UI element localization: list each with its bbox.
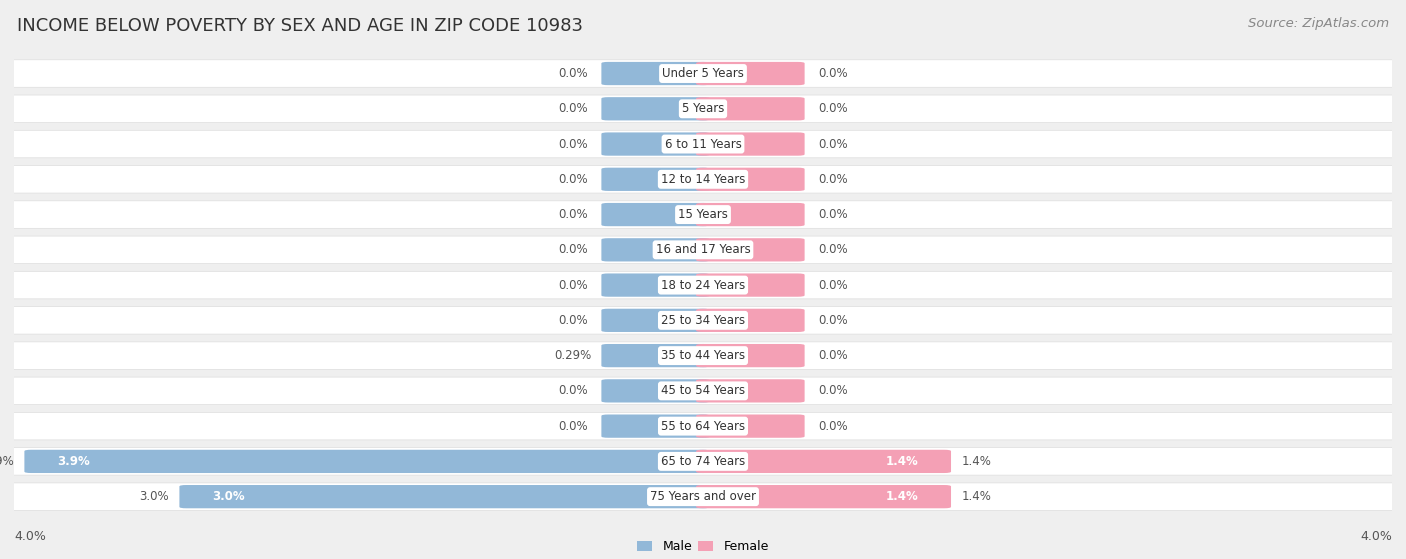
FancyBboxPatch shape xyxy=(8,377,1398,405)
FancyBboxPatch shape xyxy=(8,165,1398,193)
FancyBboxPatch shape xyxy=(696,62,804,85)
FancyBboxPatch shape xyxy=(602,132,710,156)
FancyBboxPatch shape xyxy=(8,342,1398,369)
FancyBboxPatch shape xyxy=(8,95,1398,122)
Text: 45 to 54 Years: 45 to 54 Years xyxy=(661,385,745,397)
Text: 1.4%: 1.4% xyxy=(886,455,918,468)
Text: 0.0%: 0.0% xyxy=(558,67,588,80)
Text: 0.0%: 0.0% xyxy=(818,420,848,433)
FancyBboxPatch shape xyxy=(696,379,804,402)
Text: 5 Years: 5 Years xyxy=(682,102,724,115)
FancyBboxPatch shape xyxy=(602,62,710,85)
Text: 1.4%: 1.4% xyxy=(962,455,991,468)
FancyBboxPatch shape xyxy=(8,130,1398,158)
FancyBboxPatch shape xyxy=(696,238,804,262)
Text: 15 Years: 15 Years xyxy=(678,208,728,221)
Text: 1.4%: 1.4% xyxy=(886,490,918,503)
FancyBboxPatch shape xyxy=(602,414,710,438)
Text: 0.0%: 0.0% xyxy=(818,102,848,115)
Text: 0.0%: 0.0% xyxy=(818,314,848,327)
Text: 75 Years and over: 75 Years and over xyxy=(650,490,756,503)
Text: Under 5 Years: Under 5 Years xyxy=(662,67,744,80)
Text: 1.4%: 1.4% xyxy=(962,490,991,503)
Text: 0.0%: 0.0% xyxy=(818,243,848,257)
FancyBboxPatch shape xyxy=(696,485,950,508)
FancyBboxPatch shape xyxy=(602,273,710,297)
Text: 4.0%: 4.0% xyxy=(1360,530,1392,543)
Text: 0.0%: 0.0% xyxy=(818,349,848,362)
Text: 0.0%: 0.0% xyxy=(818,173,848,186)
FancyBboxPatch shape xyxy=(602,379,710,402)
FancyBboxPatch shape xyxy=(602,309,710,332)
Text: 55 to 64 Years: 55 to 64 Years xyxy=(661,420,745,433)
FancyBboxPatch shape xyxy=(696,309,804,332)
Text: 18 to 24 Years: 18 to 24 Years xyxy=(661,278,745,292)
Text: 12 to 14 Years: 12 to 14 Years xyxy=(661,173,745,186)
Text: 3.9%: 3.9% xyxy=(58,455,90,468)
Text: 0.0%: 0.0% xyxy=(818,385,848,397)
Text: 65 to 74 Years: 65 to 74 Years xyxy=(661,455,745,468)
FancyBboxPatch shape xyxy=(696,344,804,367)
Text: 6 to 11 Years: 6 to 11 Years xyxy=(665,138,741,150)
FancyBboxPatch shape xyxy=(602,238,710,262)
Text: 0.0%: 0.0% xyxy=(558,173,588,186)
Text: INCOME BELOW POVERTY BY SEX AND AGE IN ZIP CODE 10983: INCOME BELOW POVERTY BY SEX AND AGE IN Z… xyxy=(17,17,583,35)
Text: 3.0%: 3.0% xyxy=(139,490,169,503)
Text: 0.0%: 0.0% xyxy=(818,278,848,292)
Text: 0.0%: 0.0% xyxy=(558,243,588,257)
Text: 0.0%: 0.0% xyxy=(818,138,848,150)
FancyBboxPatch shape xyxy=(602,203,710,226)
Text: 3.0%: 3.0% xyxy=(212,490,245,503)
FancyBboxPatch shape xyxy=(696,273,804,297)
FancyBboxPatch shape xyxy=(602,97,710,120)
FancyBboxPatch shape xyxy=(8,236,1398,264)
FancyBboxPatch shape xyxy=(8,271,1398,299)
FancyBboxPatch shape xyxy=(8,306,1398,334)
Text: 0.0%: 0.0% xyxy=(558,138,588,150)
FancyBboxPatch shape xyxy=(696,203,804,226)
Text: Source: ZipAtlas.com: Source: ZipAtlas.com xyxy=(1249,17,1389,30)
Text: 0.0%: 0.0% xyxy=(558,102,588,115)
FancyBboxPatch shape xyxy=(696,450,950,473)
Text: 0.0%: 0.0% xyxy=(558,420,588,433)
FancyBboxPatch shape xyxy=(696,132,804,156)
Text: 3.9%: 3.9% xyxy=(0,455,14,468)
Text: 0.0%: 0.0% xyxy=(818,67,848,80)
FancyBboxPatch shape xyxy=(696,414,804,438)
Text: 16 and 17 Years: 16 and 17 Years xyxy=(655,243,751,257)
FancyBboxPatch shape xyxy=(696,97,804,120)
Text: 0.0%: 0.0% xyxy=(558,314,588,327)
Text: 0.0%: 0.0% xyxy=(818,208,848,221)
FancyBboxPatch shape xyxy=(180,485,710,508)
FancyBboxPatch shape xyxy=(8,60,1398,87)
Text: 0.0%: 0.0% xyxy=(558,208,588,221)
Text: 0.29%: 0.29% xyxy=(554,349,591,362)
Legend: Male, Female: Male, Female xyxy=(633,536,773,558)
FancyBboxPatch shape xyxy=(602,168,710,191)
FancyBboxPatch shape xyxy=(8,413,1398,440)
FancyBboxPatch shape xyxy=(602,344,710,367)
Text: 0.0%: 0.0% xyxy=(558,278,588,292)
Text: 0.0%: 0.0% xyxy=(558,385,588,397)
FancyBboxPatch shape xyxy=(24,450,710,473)
FancyBboxPatch shape xyxy=(8,483,1398,510)
Text: 35 to 44 Years: 35 to 44 Years xyxy=(661,349,745,362)
FancyBboxPatch shape xyxy=(8,448,1398,475)
FancyBboxPatch shape xyxy=(8,201,1398,228)
FancyBboxPatch shape xyxy=(696,168,804,191)
Text: 25 to 34 Years: 25 to 34 Years xyxy=(661,314,745,327)
Text: 4.0%: 4.0% xyxy=(14,530,46,543)
